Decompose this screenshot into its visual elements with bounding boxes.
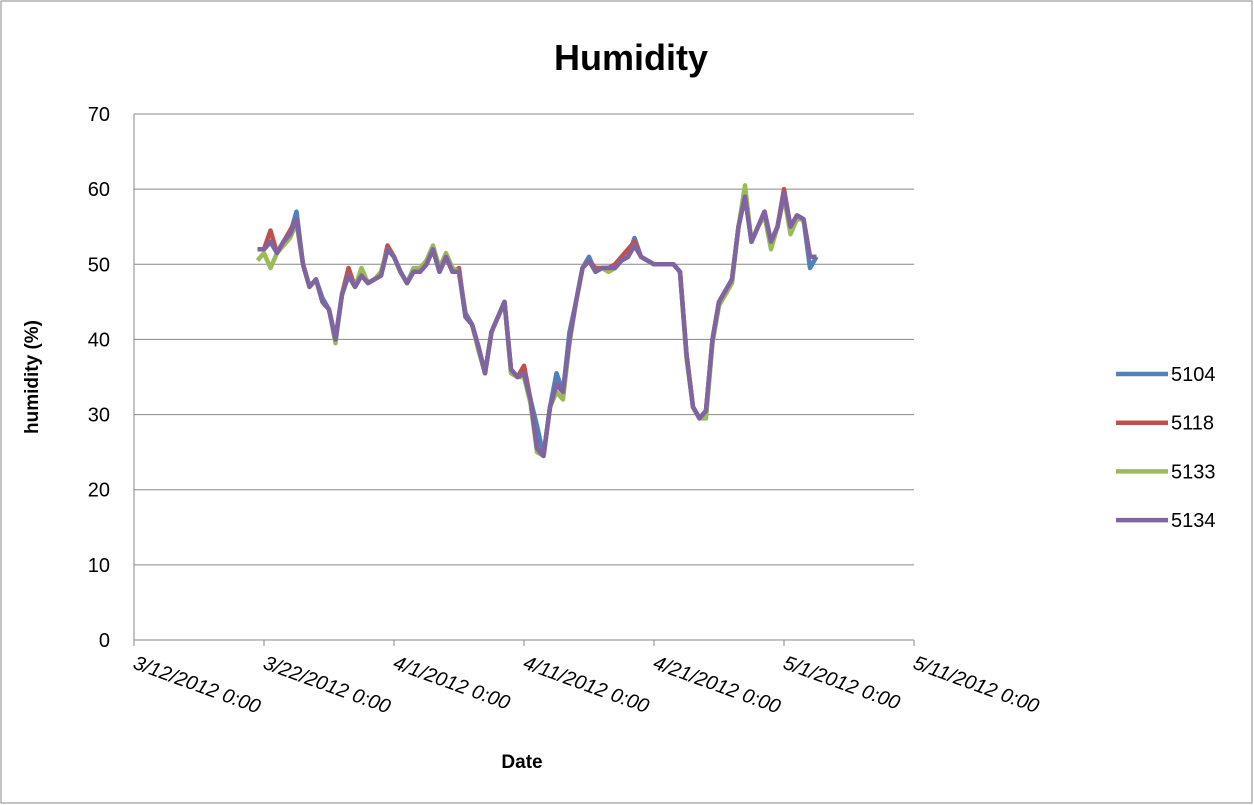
- y-axis-label: humidity (%): [22, 320, 43, 434]
- y-tick-label: 60: [88, 179, 110, 201]
- series-line: [257, 190, 817, 459]
- y-tick-label: 40: [88, 329, 110, 351]
- y-tick-label: 20: [88, 480, 110, 502]
- legend-label: 5118: [1171, 413, 1214, 435]
- y-tick-label: 70: [88, 104, 110, 126]
- y-tick-label: 50: [88, 254, 110, 276]
- legend-label: 5104: [1171, 364, 1216, 386]
- legend-label: 5133: [1171, 461, 1216, 483]
- legend-label: 5134: [1171, 510, 1216, 532]
- x-axis-label: Date: [501, 752, 542, 773]
- chart-title: Humidity: [554, 37, 708, 78]
- y-tick-label: 0: [99, 630, 110, 652]
- y-tick-label: 30: [88, 405, 110, 427]
- y-tick-label: 10: [88, 555, 110, 577]
